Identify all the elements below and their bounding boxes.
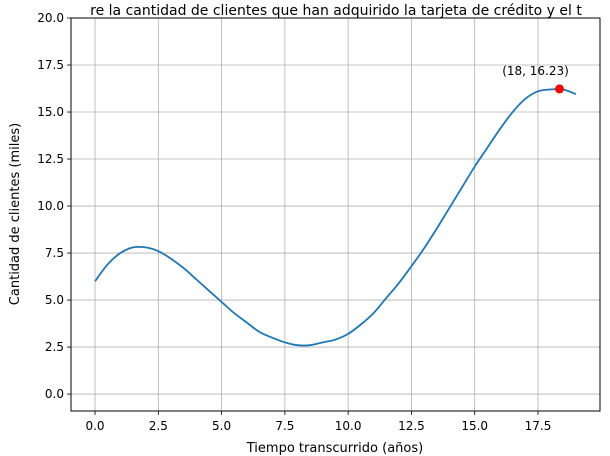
y-tick-label: 0.0 xyxy=(45,387,64,401)
y-tick-label: 12.5 xyxy=(37,152,64,166)
y-tick-label: 2.5 xyxy=(45,340,64,354)
highlight-layer: (18, 16.23) xyxy=(502,64,569,94)
y-tick-label: 10.0 xyxy=(37,199,64,213)
plot-series xyxy=(94,88,577,347)
x-tick-label: 0.0 xyxy=(85,419,104,433)
y-tick-label: 5.0 xyxy=(45,293,64,307)
x-tick-label: 2.5 xyxy=(149,419,168,433)
grid xyxy=(71,17,600,411)
y-tick-label: 15.0 xyxy=(37,105,64,119)
axis-ticks: 0.0 2.5 5.0 7.5 10.0 12.5 15.0 17.5 0.0 2.5 5.0 7.5… xyxy=(37,11,551,433)
y-axis-label: Cantidad de clientes (miles) xyxy=(8,123,23,305)
y-tick-label: 20.0 xyxy=(37,11,64,25)
highlight-point-label: (18, 16.23) xyxy=(502,64,569,78)
x-tick-label: 10.0 xyxy=(335,419,362,433)
y-tick-label: 17.5 xyxy=(37,58,64,72)
series-line xyxy=(94,88,577,347)
x-tick-label: 7.5 xyxy=(275,419,294,433)
plot-frame xyxy=(70,17,601,412)
x-tick-label: 12.5 xyxy=(398,419,425,433)
y-tick-label: 7.5 xyxy=(45,246,64,260)
chart-title: re la cantidad de clientes que han adqui… xyxy=(90,3,582,19)
x-axis-label: Tiempo transcurrido (años) xyxy=(246,441,423,456)
highlight-point-marker xyxy=(555,84,565,94)
x-tick-label: 17.5 xyxy=(525,419,552,433)
x-tick-label: 15.0 xyxy=(461,419,488,433)
x-tick-label: 5.0 xyxy=(212,419,231,433)
